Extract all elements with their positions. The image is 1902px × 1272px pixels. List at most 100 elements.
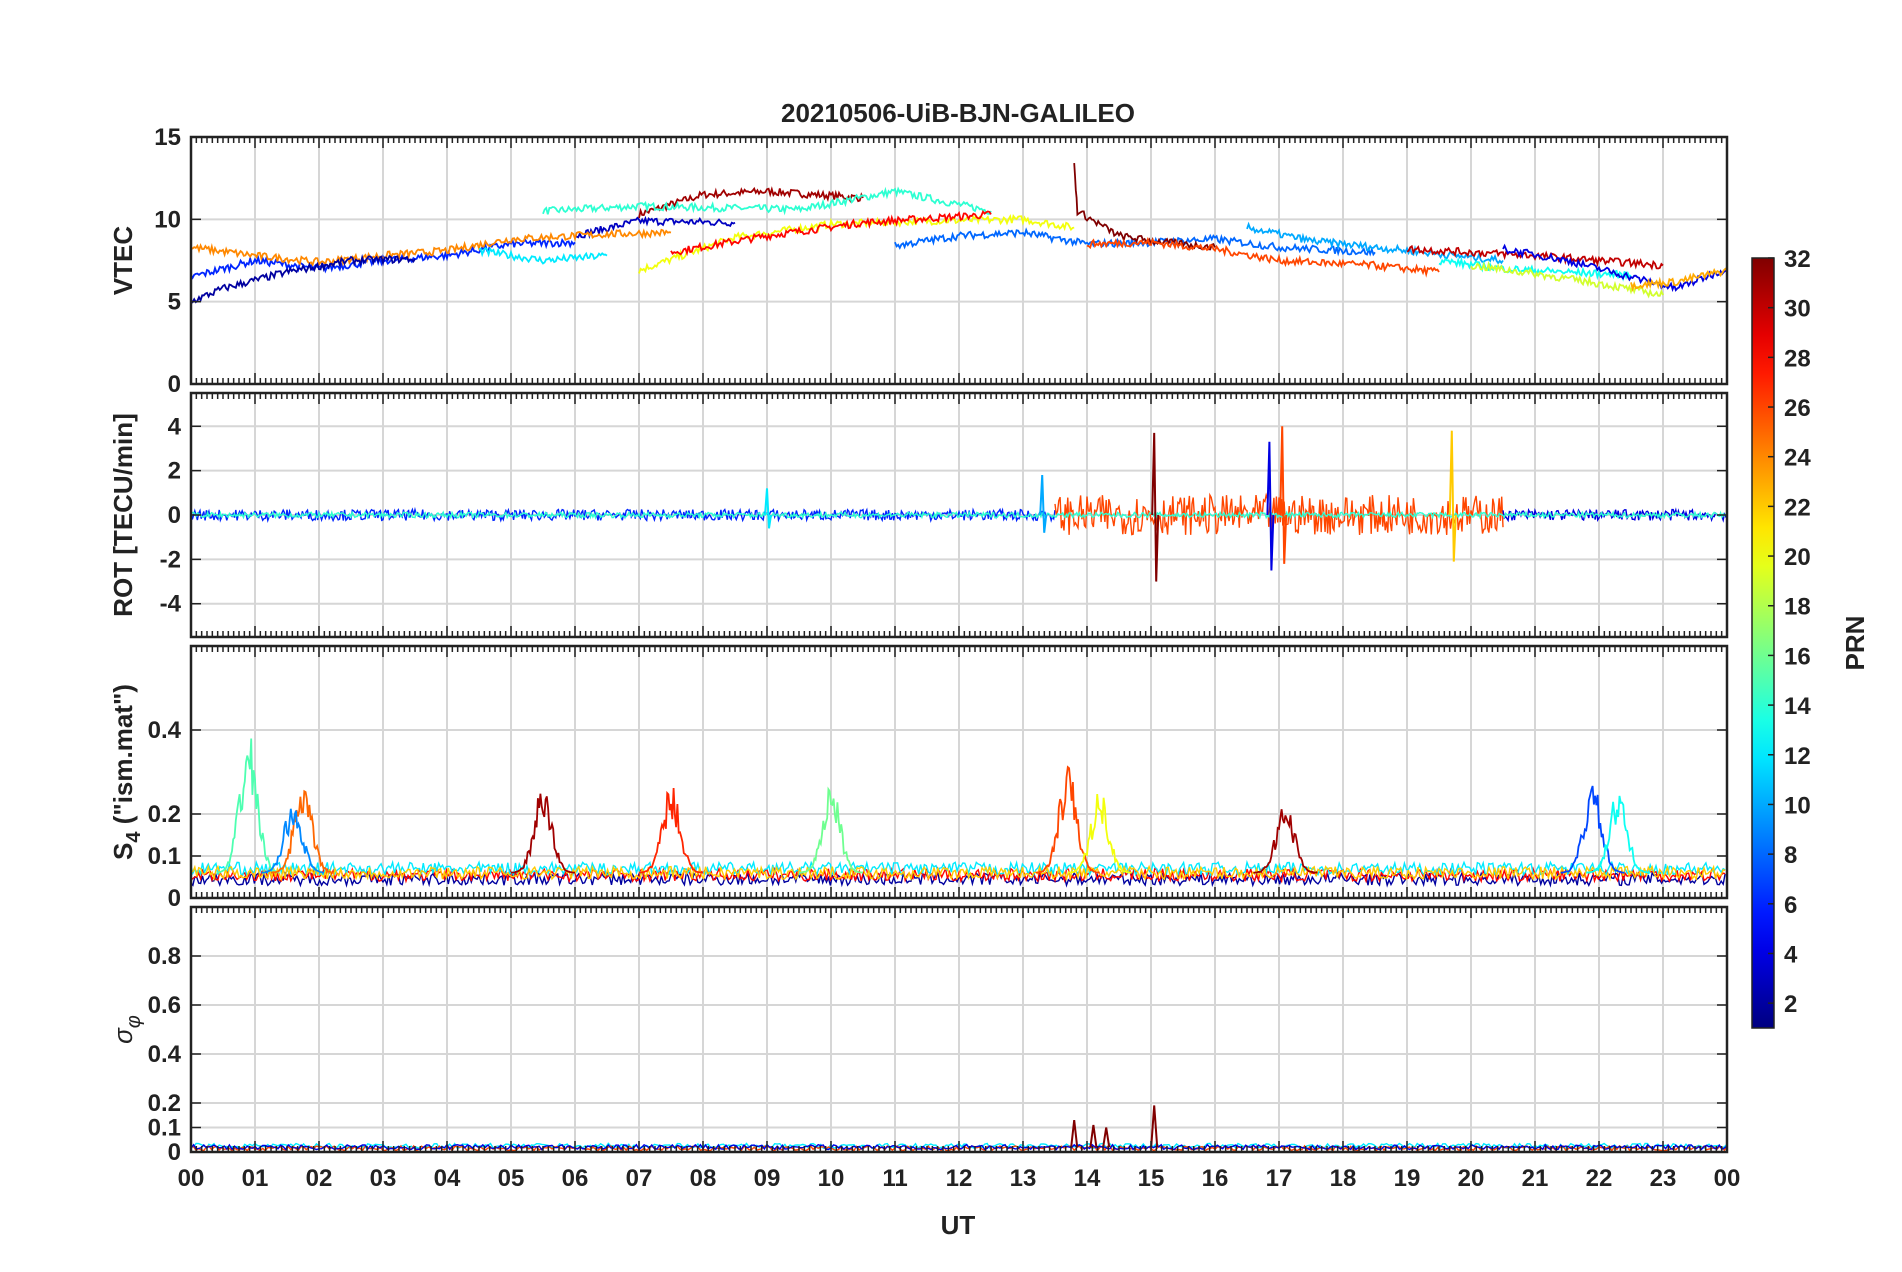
series-line-prn-23 bbox=[1630, 267, 1728, 293]
series-line-prn-14 bbox=[542, 186, 992, 216]
rot-spike-prn-22 bbox=[1448, 430, 1457, 562]
rot-spike-prn-26 bbox=[1279, 426, 1288, 564]
x-tick-label: 15 bbox=[1138, 1165, 1165, 1192]
s4-peak-prn-13 bbox=[1586, 795, 1651, 874]
x-tick-label: 20 bbox=[1458, 1165, 1485, 1192]
rot-spike-prn-10 bbox=[1039, 475, 1048, 533]
s4-peak-prn-7 bbox=[1560, 785, 1625, 874]
y-axis-label: VTEC bbox=[108, 226, 138, 296]
colorbar-tick-label: 30 bbox=[1784, 296, 1811, 323]
y-axis-label: σφ bbox=[108, 1015, 145, 1044]
y-tick-label: 10 bbox=[154, 206, 181, 233]
colorbar-tick-label: 8 bbox=[1784, 842, 1797, 869]
rot-noise-line bbox=[190, 509, 1728, 521]
colorbar-tick-label: 14 bbox=[1784, 693, 1811, 720]
series-line-prn-19 bbox=[1470, 260, 1664, 299]
s4-background-line bbox=[190, 859, 1726, 878]
y-tick-label: 0.4 bbox=[148, 1041, 182, 1068]
y-tick-label: -4 bbox=[160, 591, 182, 618]
rot-spike-prn-32 bbox=[1151, 432, 1160, 582]
x-tick-label: 01 bbox=[242, 1165, 269, 1192]
series-line-prn-2 bbox=[190, 253, 416, 304]
x-tick-label: 04 bbox=[434, 1165, 461, 1192]
series-line-prn-4 bbox=[1502, 243, 1728, 293]
sigphi-spike-prn-32 bbox=[1089, 1124, 1098, 1148]
x-tick-label: 23 bbox=[1650, 1165, 1677, 1192]
series-line-prn-32 bbox=[1073, 163, 1216, 251]
y-tick-label: 2 bbox=[168, 458, 181, 485]
s4-peak-prn-15 bbox=[216, 738, 280, 874]
y-axis-label: S4 ("ism.mat") bbox=[108, 684, 145, 860]
x-tick-label: 03 bbox=[370, 1165, 397, 1192]
x-tick-label: 00 bbox=[178, 1165, 205, 1192]
series-line-prn-12 bbox=[478, 246, 608, 265]
colorbar-tick-label: 18 bbox=[1784, 594, 1811, 621]
y-tick-label: 0.2 bbox=[148, 801, 181, 828]
colorbar-label: PRN bbox=[1840, 616, 1870, 671]
colorbar-tick-label: 6 bbox=[1784, 892, 1797, 919]
y-tick-label: 0 bbox=[168, 885, 181, 912]
x-tick-label: 17 bbox=[1266, 1165, 1293, 1192]
series-line-prn-26 bbox=[1086, 236, 1440, 278]
colorbar-tick-label: 24 bbox=[1784, 445, 1811, 472]
s4-peak-prn-26 bbox=[1035, 765, 1100, 874]
y-tick-label: 0 bbox=[168, 371, 181, 398]
x-tick-label: 08 bbox=[690, 1165, 717, 1192]
s4-peak-prn-31 bbox=[510, 793, 576, 874]
y-tick-label: 0.1 bbox=[148, 843, 181, 870]
y-tick-label: 15 bbox=[154, 124, 181, 151]
x-tick-label: 13 bbox=[1010, 1165, 1037, 1192]
rot-spike-prn-4 bbox=[1266, 441, 1275, 571]
colorbar-gradient bbox=[1751, 257, 1775, 1029]
x-tick-label: 19 bbox=[1394, 1165, 1421, 1192]
s4-peak-prn-31 bbox=[1253, 809, 1318, 874]
sigphi-spike-prn-32 bbox=[1102, 1127, 1111, 1148]
rot-spike-prn-12 bbox=[764, 488, 772, 529]
y-tick-label: 0.8 bbox=[148, 943, 181, 970]
series-group-s4 bbox=[190, 738, 1726, 888]
colorbar-tick-label: 4 bbox=[1784, 941, 1798, 968]
s4-peak-prn-16 bbox=[798, 786, 864, 874]
x-tick-label: 02 bbox=[306, 1165, 333, 1192]
colorbar-tick-label: 20 bbox=[1784, 544, 1811, 571]
colorbar-tick-label: 22 bbox=[1784, 494, 1811, 521]
series-group-rot bbox=[190, 426, 1728, 582]
y-tick-label: 4 bbox=[168, 413, 182, 440]
series-line-prn-31 bbox=[638, 186, 864, 219]
panel-sigphi: 00.10.2 0.4 0.6 0.8 σφ 00 01 02 03 04 05 06 07 08 09 10… bbox=[108, 905, 1741, 1192]
series-group-vtec bbox=[190, 163, 1728, 304]
y-tick-label: 0.1 bbox=[148, 1115, 181, 1142]
series-line-prn-10 bbox=[1246, 221, 1504, 265]
colorbar-tick-label: 28 bbox=[1784, 345, 1811, 372]
x-tick-label: 12 bbox=[946, 1165, 973, 1192]
rot-noise-line bbox=[1054, 492, 1504, 536]
x-tick-label: 10 bbox=[818, 1165, 845, 1192]
s4-background-line bbox=[190, 864, 1726, 882]
colorbar-tick-label: 10 bbox=[1784, 792, 1811, 819]
series-line-prn-3 bbox=[574, 215, 736, 240]
y-axis-label: ROT [TECU/min] bbox=[108, 413, 138, 617]
y-tick-label: 0 bbox=[168, 502, 181, 529]
x-tick-label: 18 bbox=[1330, 1165, 1357, 1192]
panel-frame bbox=[189, 905, 1729, 1154]
x-tick-labels: 00 01 02 03 04 05 06 07 08 09 10 11 12 13 14 15 16 17 18 19… bbox=[178, 1165, 1741, 1192]
series-line-prn-28 bbox=[670, 209, 992, 257]
x-tick-label: 00 bbox=[1714, 1165, 1741, 1192]
series-line-prn-24 bbox=[190, 228, 672, 267]
x-tick-label: 11 bbox=[882, 1165, 907, 1192]
sigphi-spike-prn-32 bbox=[1070, 1120, 1079, 1148]
panel-rot: -4 -2 0 2 4 ROT [TECU/min] bbox=[108, 391, 1729, 639]
s4-peak-prn-9 bbox=[261, 808, 325, 874]
x-tick-label: 22 bbox=[1586, 1165, 1613, 1192]
colorbar-tick-label: 32 bbox=[1784, 246, 1811, 273]
s4-background-line bbox=[190, 866, 1726, 884]
x-tick-label: 07 bbox=[626, 1165, 653, 1192]
panel-frame bbox=[189, 391, 1729, 639]
y-tick-label: 0 bbox=[168, 1139, 181, 1166]
y-tick-label: 0.6 bbox=[148, 992, 181, 1019]
x-tick-label: 05 bbox=[498, 1165, 525, 1192]
y-tick-label: 0.4 bbox=[148, 717, 182, 744]
